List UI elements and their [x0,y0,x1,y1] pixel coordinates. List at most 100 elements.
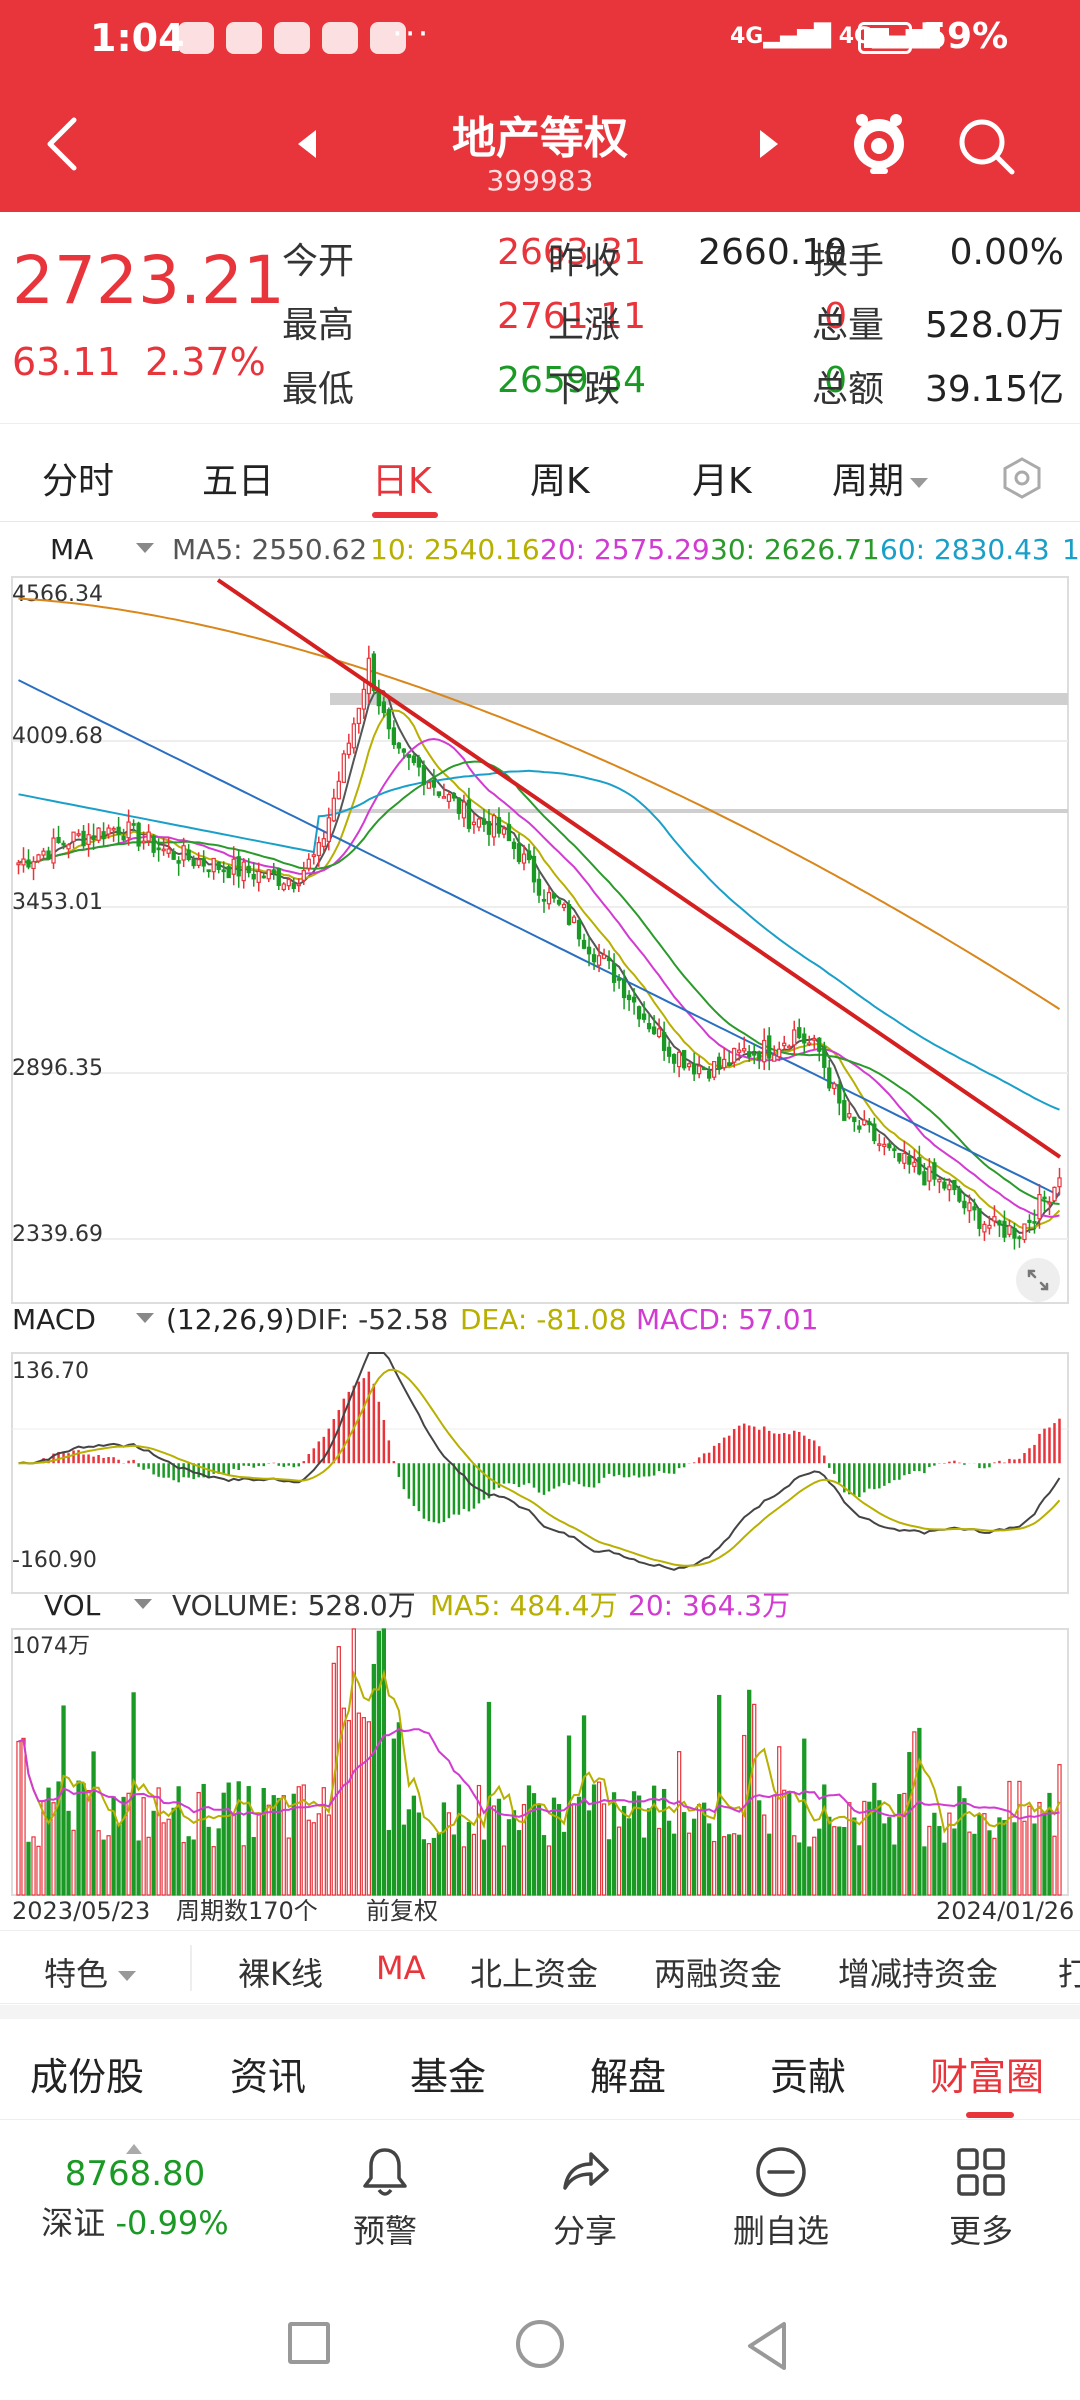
volume-bar [666,1820,672,1896]
volume-bar [656,1827,662,1896]
remove-label: 删自选 [732,2212,829,2250]
search-icon[interactable] [956,116,1016,176]
app-badge-icon [370,22,406,54]
indicator-northbound[interactable]: 北上资金 [470,1955,599,1993]
next-stock-icon[interactable] [760,130,778,158]
volume-bar [922,1846,927,1896]
volume-bar [907,1752,912,1896]
indicator-margin[interactable]: 两融资金 [654,1955,783,1993]
indicator-bar: 特色 裸K线 MA 北上资金 两融资金 增减持资金 打 [0,1930,1080,2004]
tab-five-day[interactable]: 五日 [202,461,275,502]
tab-wealth-circle[interactable]: 财富圈 [930,2055,1045,2099]
candle [416,757,422,768]
candle [717,1056,722,1070]
candle [747,1051,752,1058]
candle [907,1156,912,1165]
indicator-holdings-change[interactable]: 增减持资金 [838,1955,999,1993]
volume-bar [917,1727,922,1896]
chevron-down-icon [136,543,154,553]
candle [56,836,61,844]
section-divider [0,2005,1080,2019]
volume-bar [591,1784,597,1896]
share-button[interactable]: 分享 [520,2144,650,2252]
remove-watchlist-button[interactable]: 删自选 [716,2144,846,2252]
candle [91,835,96,841]
home-icon[interactable] [516,2320,564,2368]
volume-bar [641,1837,647,1896]
tab-constituents[interactable]: 成份股 [30,2055,145,2099]
candle [992,1216,997,1222]
status-time: 1:04 [90,16,185,60]
alert-button[interactable]: 预警 [320,2144,450,2252]
indicator-more[interactable]: 打 [1058,1955,1080,1993]
ma-legend[interactable]: MA MA5: 2550.62 10: 2540.16 20: 2575.29 … [0,525,1080,569]
volume-bar [446,1812,452,1896]
candle [486,821,492,835]
volume-bar [326,1814,331,1896]
volume-bar [396,1722,402,1896]
volume-bar [46,1787,51,1896]
volume-bar [306,1819,311,1896]
high-value: 2761.11 [497,296,646,337]
index-ticker[interactable]: 8768.80 深证 -0.99% [30,2144,240,2244]
indicator-ma[interactable]: MA [376,1949,426,1987]
volume-bar [521,1803,527,1896]
volume-bar [531,1793,537,1896]
volume-bar [546,1845,552,1896]
volume-bar [1032,1823,1037,1896]
recent-apps-icon[interactable] [288,2322,330,2364]
candle [251,873,256,880]
candle [191,858,196,867]
share-label: 分享 [552,2212,617,2250]
volume-bar [1052,1835,1057,1896]
tab-monthly-k[interactable]: 月K [692,461,752,502]
volume-bar [271,1795,276,1896]
volume-bar [937,1826,942,1896]
candle [837,1084,842,1104]
weather-icon [226,22,262,54]
ma60-value: 60: 2830.43 [880,533,1050,566]
candle [181,845,186,861]
vol-ma20-value: 20: 364.3万 [628,1589,790,1622]
settings-icon[interactable] [1000,456,1044,500]
tab-daily-k[interactable]: 日K [372,461,432,502]
candle [561,903,567,909]
ma5-line [18,689,1061,1234]
back-nav-icon[interactable] [744,2320,792,2372]
candlestick-chart[interactable]: 4566.34 4009.68 3453.01 2896.35 2339.69 … [0,525,1080,1925]
volume-bar [1027,1805,1032,1896]
candle [361,688,366,710]
expand-icon[interactable] [1016,1258,1060,1302]
back-icon[interactable] [42,114,82,174]
ma20-value: 20: 2575.29 [540,533,710,566]
candle [466,799,472,829]
tab-funds[interactable]: 基金 [410,2055,487,2099]
mascot-icon[interactable] [850,110,908,176]
tab-weekly-k[interactable]: 周K [530,461,590,502]
volume-bar [621,1805,627,1896]
quote-label: 总额 [812,369,885,410]
candle [942,1181,947,1189]
indicator-naked-k[interactable]: 裸K线 [238,1955,323,1993]
chart-area[interactable]: MA MA5: 2550.62 10: 2540.16 20: 2575.29 … [0,525,1080,1925]
macd-histogram [22,1371,1061,1524]
volume-bar [892,1844,897,1896]
candle [832,1083,837,1090]
tab-analysis[interactable]: 解盘 [590,2055,667,2099]
volume-bar [141,1797,146,1896]
chevron-down-icon [136,1313,154,1323]
tab-intraday[interactable]: 分时 [42,461,115,502]
volume-bar [196,1791,201,1896]
candle [21,858,26,866]
tab-news[interactable]: 资讯 [230,2055,307,2099]
tab-contribution[interactable]: 贡献 [770,2055,847,2099]
volume-bar [21,1737,26,1896]
tab-period[interactable]: 周期 [832,452,929,504]
candle [877,1143,882,1146]
previous-stock-icon[interactable] [298,130,316,158]
more-button[interactable]: 更多 [916,2144,1046,2252]
volume-bar [311,1822,316,1896]
feature-dropdown[interactable]: 特色 [44,1949,137,1995]
volume-bar [71,1829,76,1896]
candle [571,916,577,924]
